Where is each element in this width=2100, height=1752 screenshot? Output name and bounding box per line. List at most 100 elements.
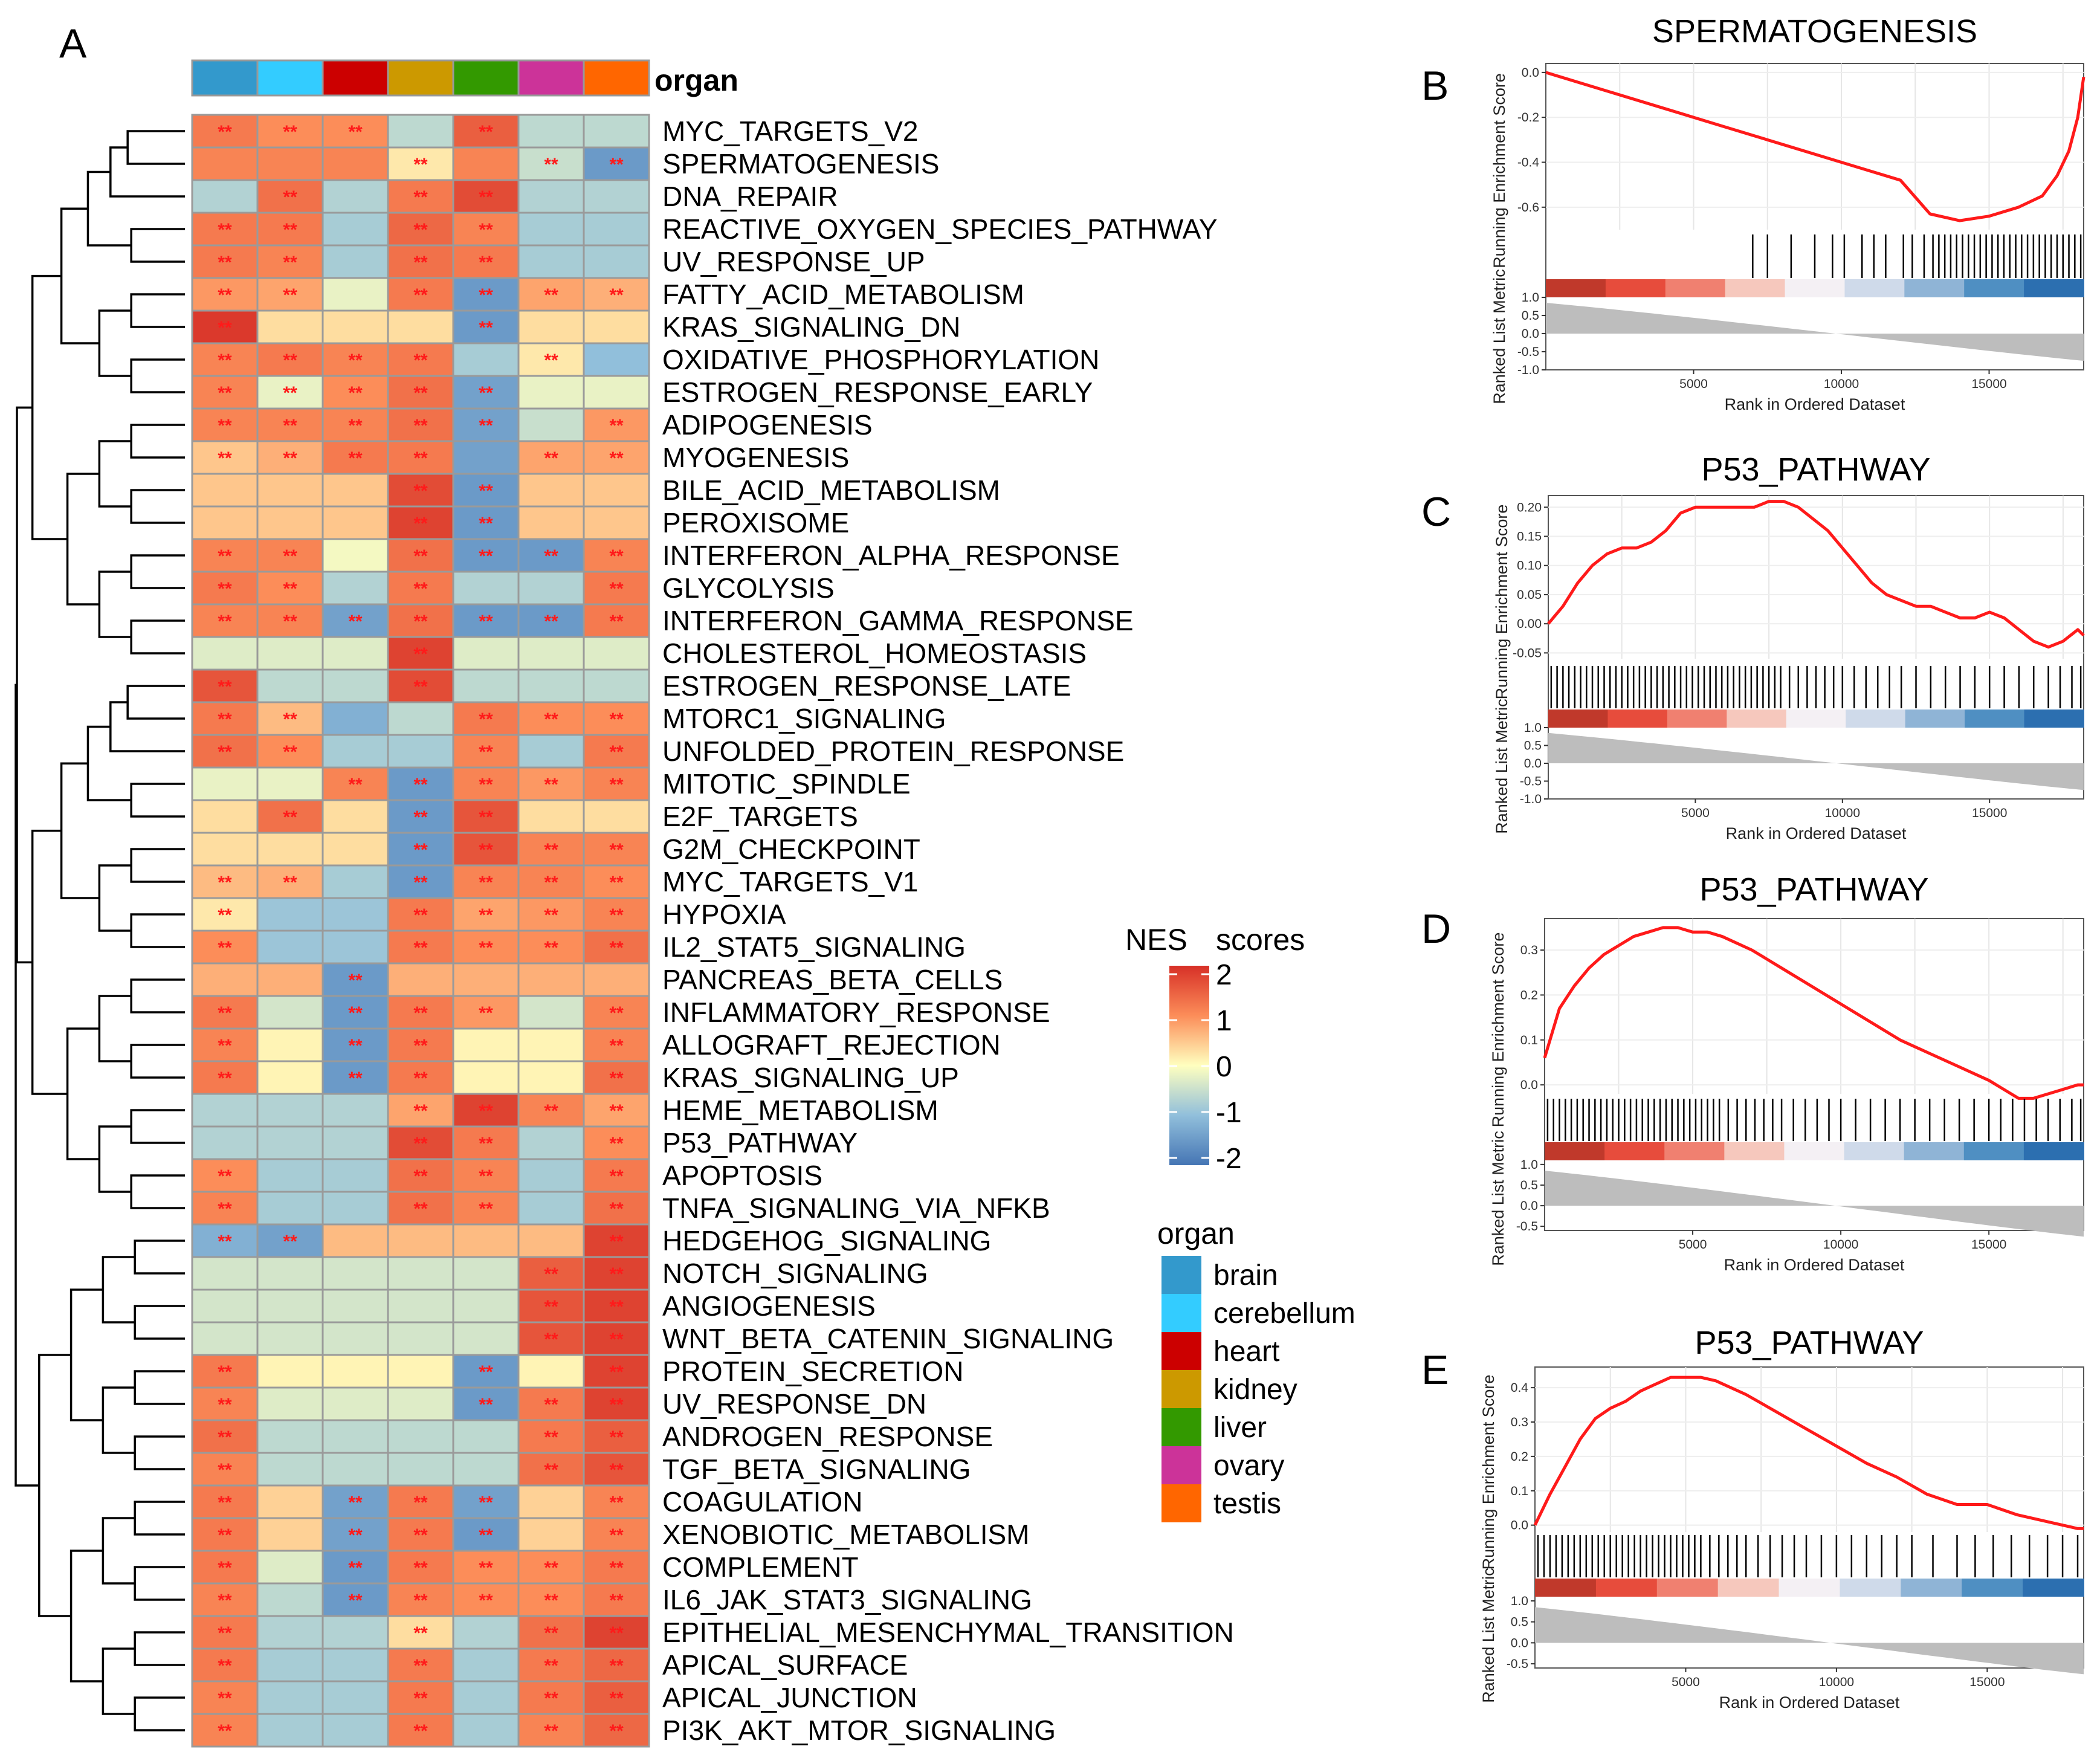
heatmap-cell [452,1060,520,1095]
dendrogram-branch [109,701,185,752]
x-tick-label: 15000 [1969,1675,2005,1689]
organ-legend-label: ovary [1213,1450,1284,1482]
heatmap-cell [452,1093,520,1128]
heatmap-cell [517,734,585,769]
heatmap-cell [452,668,520,703]
row-label: EPITHELIAL_MESENCHYMAL_TRANSITION [662,1617,1234,1648]
enrichment-score-line [1543,926,2084,1100]
significance-star: ** [609,1689,624,1708]
heatmap-cell [191,277,259,312]
heatmap-cell [321,1191,389,1226]
rank-color-segment [1846,710,1906,728]
rank-color-segment [1664,1142,1725,1160]
heatmap-cell [256,1256,324,1291]
significance-star: ** [479,1134,493,1154]
row-label: MYC_TARGETS_V1 [662,866,918,897]
significance-star: ** [609,448,624,468]
dendrogram-branch [126,685,185,720]
heatmap-cell [517,505,585,540]
significance-star: ** [479,416,493,436]
heatmap-cell [321,114,389,149]
significance-star: ** [609,1656,624,1676]
significance-star: ** [609,285,624,305]
dendrogram-branch [130,554,185,589]
significance-star: ** [544,448,558,468]
metric-tick-label: 0.5 [1511,1615,1528,1629]
dendrogram-branch [134,1566,185,1601]
significance-star: ** [479,187,493,207]
significance-star: ** [413,644,428,664]
ranked-metric-area [1546,303,2084,361]
heatmap-cell [517,1386,585,1421]
significance-star: ** [283,285,297,305]
organ-legend-swatch [1161,1256,1201,1294]
heatmap-cell [256,473,324,508]
significance-star: ** [479,383,493,403]
metric-axis-label: Ranked List Metric [1490,269,1508,404]
dendrogram-branch [31,829,68,1095]
row-label: ANGIOGENESIS [662,1290,876,1322]
significance-star: ** [218,285,232,305]
significance-star: ** [348,1591,363,1611]
dendrogram-branch [86,170,132,247]
heatmap-cell [321,864,389,899]
heatmap-cell [583,179,650,214]
significance-star: ** [413,383,428,403]
heatmap-cell [517,1027,585,1062]
heatmap-cell [321,571,389,606]
significance-star: ** [544,1460,558,1480]
heatmap-cell [321,1615,389,1650]
significance-star: ** [283,416,297,436]
annotation-cell-testis [583,59,650,97]
significance-star: ** [479,807,493,827]
metric-tick-label: 0.5 [1520,1178,1538,1192]
heatmap-cell [191,1419,259,1454]
rank-color-segment [1607,710,1668,728]
y-tick-label: -0.05 [1513,646,1542,660]
dendrogram-branch [130,293,185,328]
heatmap-cell [452,1582,520,1617]
heatmap-cell [583,799,650,834]
significance-star: ** [218,448,232,468]
heatmap-cell [452,962,520,997]
heatmap-cell [452,440,520,475]
row-label: COMPLEMENT [662,1551,859,1583]
y-tick-label: 0.05 [1517,588,1542,602]
significance-star: ** [479,873,493,893]
heatmap-cell [452,1354,520,1389]
heatmap-cell [583,1452,650,1487]
dendrogram-branch [130,424,185,459]
significance-star: ** [544,1330,558,1350]
heatmap-cell [387,962,454,997]
significance-star: ** [283,383,297,403]
panel-letter-b: B [1421,63,1449,109]
metric-tick-label: 0.0 [1520,1199,1538,1213]
y-tick-label: -0.4 [1517,156,1540,170]
row-label: HYPOXIA [662,899,786,930]
heatmap-cell [583,1713,650,1748]
significance-star: ** [413,448,428,468]
panel-letter-e: E [1421,1347,1449,1393]
heatmap-cell [452,636,520,671]
heatmap-cell [452,1158,520,1193]
gsea-title: P53_PATHWAY [1701,451,1930,488]
heatmap-cell [256,571,324,606]
heatmap-cell [452,995,520,1030]
significance-star: ** [413,514,428,534]
rank-color-segment [1905,710,1966,728]
significance-star: ** [609,1003,624,1023]
significance-star: ** [544,1591,558,1611]
significance-star: ** [283,448,297,468]
heatmap-cell [387,832,454,867]
ranked-metric-area [1548,732,2084,790]
significance-star: ** [218,1427,232,1447]
significance-star: ** [218,351,232,370]
heatmap-cell [256,1288,324,1324]
significance-star: ** [609,873,624,893]
significance-star: ** [348,1036,363,1056]
rank-color-segment [1656,1579,1719,1597]
heatmap-cell [191,864,259,899]
dendrogram-branch [102,1517,135,1585]
gsea-title: SPERMATOGENESIS [1652,13,1977,50]
heatmap-cell [583,375,650,410]
